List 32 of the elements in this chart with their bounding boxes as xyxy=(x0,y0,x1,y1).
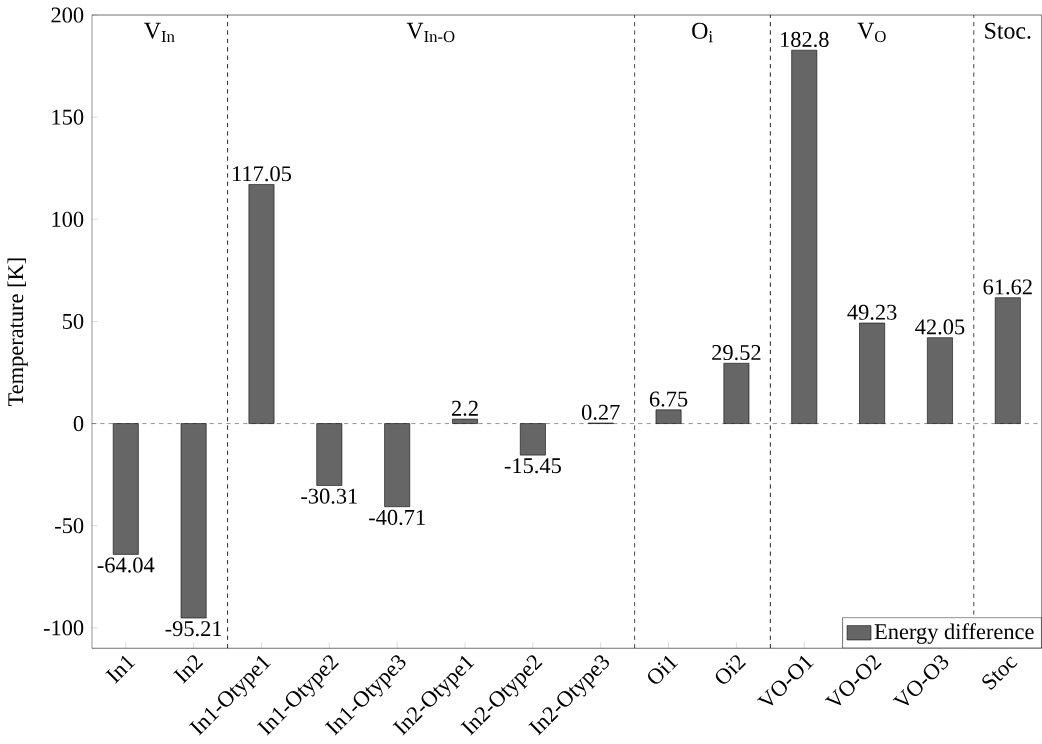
data-label: 182.8 xyxy=(781,32,829,48)
data-label: 61.62 xyxy=(983,279,1032,295)
annotation: V$_{In-O}$ xyxy=(406,22,455,43)
data-label: 117.05 xyxy=(233,166,291,182)
data-label: -40.71 xyxy=(369,510,425,526)
y-tick-label: 150 xyxy=(52,109,84,125)
x-tick-label: Oi1 xyxy=(648,655,679,684)
data-label: -95.21 xyxy=(165,621,222,637)
y-tick-label: 100 xyxy=(52,211,84,228)
annotation: O$_{i}$ xyxy=(692,22,713,43)
data-label: 42.05 xyxy=(915,319,965,335)
data-label: 0.27 xyxy=(581,404,620,421)
y-tick-label: -100 xyxy=(43,620,84,636)
data-label: -15.45 xyxy=(504,458,561,474)
annotation: V$_{In}$ xyxy=(144,22,175,43)
x-tick-label: Oi2 xyxy=(715,655,747,684)
y-tick-label: 200 xyxy=(51,7,84,23)
annotation: V$_{O}$ xyxy=(857,22,886,43)
x-tick-label: In1 xyxy=(105,655,136,684)
data-label: 6.75 xyxy=(649,391,688,407)
y-tick-label: -50 xyxy=(55,518,84,534)
data-label: -64.04 xyxy=(97,557,155,573)
data-label: -30.31 xyxy=(301,488,357,504)
legend-label: Energy difference xyxy=(874,623,1034,645)
data-label: 29.52 xyxy=(712,345,761,361)
y-tick-label: 50 xyxy=(62,314,84,330)
x-tick-label: Stoc xyxy=(982,656,1018,691)
y-tick-label: 0 xyxy=(73,416,84,432)
annotation: Stoc. xyxy=(985,22,1031,40)
data-label: 49.23 xyxy=(847,304,897,321)
y-axis-title: Temperature [K] xyxy=(7,258,28,407)
data-label: 2.2 xyxy=(452,401,478,417)
